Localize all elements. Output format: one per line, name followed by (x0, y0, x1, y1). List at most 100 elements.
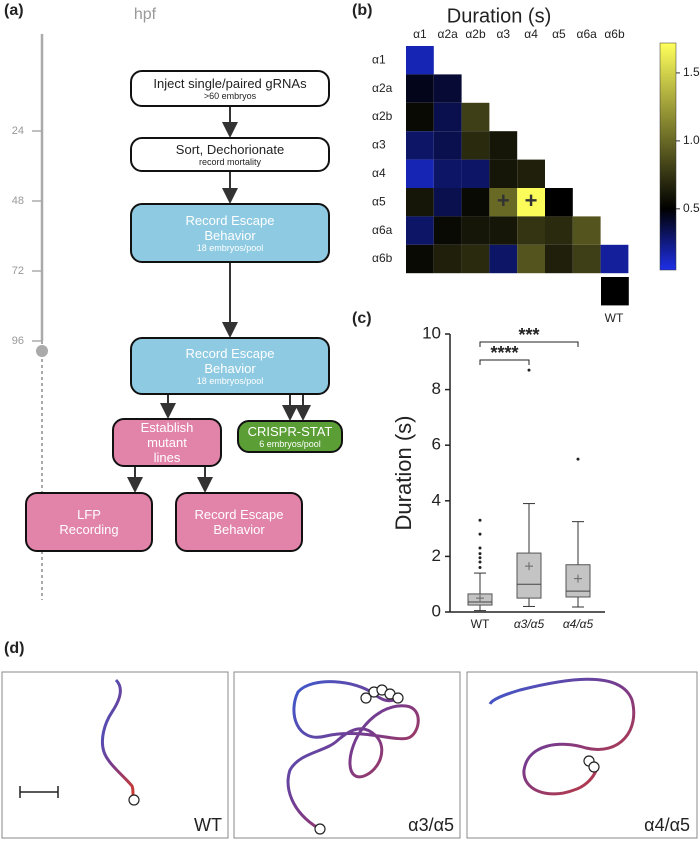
colorbar (659, 42, 677, 271)
heatmap-cell (406, 74, 434, 103)
timeline-label: hpf (134, 6, 157, 23)
x-tick-label: α2b (465, 27, 486, 41)
x-tick-label: α3 (496, 27, 510, 41)
fish-markers (128, 684, 600, 835)
x-tick-label: α1 (413, 27, 427, 41)
heatmap-cell (489, 216, 518, 245)
timeline-tick-label: 48 (12, 195, 24, 207)
heatmap-cell (545, 188, 573, 217)
heatmap-cell (517, 216, 545, 245)
outlier (478, 566, 482, 570)
heatmap-cell (433, 188, 462, 217)
panel-frame (1, 671, 229, 839)
x-tick-label: α6a (577, 27, 598, 41)
heatmap-cell (545, 244, 573, 274)
panel-label: (d) (4, 640, 25, 657)
heatmap-cell (406, 244, 434, 274)
node-title: LFP Recording (59, 507, 119, 537)
outlier (478, 552, 482, 556)
node-subtitle: >60 embryos (203, 90, 257, 101)
heatmap-cell (461, 159, 490, 188)
heatmap-cell (517, 159, 545, 188)
y-tick-label: α1 (372, 52, 386, 66)
mean (574, 574, 582, 583)
heatmap-cell (489, 131, 518, 160)
trajectory-label: α3/α5 (408, 815, 454, 835)
heatmap-cell (433, 216, 462, 245)
heatmap-cell (433, 244, 462, 274)
y-tick-label: α4 (372, 166, 386, 180)
node-title: Record Escape Behavior (185, 345, 275, 376)
heatmap-cell (433, 74, 462, 103)
panel-frame (466, 671, 698, 839)
wt-label: WT (605, 311, 624, 325)
heatmap-cell (572, 216, 601, 245)
timeline-tick-label: 24 (12, 125, 24, 137)
x-tick-label: α6b (604, 27, 625, 41)
outlier (478, 560, 482, 564)
x-tick-label: α5 (552, 27, 566, 41)
colorbar-tick-label: 0.5 (683, 201, 700, 215)
heatmap-cell (461, 131, 490, 160)
outlier (576, 457, 580, 461)
node-title: Inject single/paired gRNAs (153, 75, 307, 91)
flow-node: Inject single/paired gRNAs >60 embryos (130, 70, 330, 107)
flow-node: CRISPR-STAT 6 embryos/pool (237, 420, 343, 453)
heatmap-cell (461, 244, 490, 274)
outlier (478, 532, 482, 536)
heatmap-cell (489, 159, 518, 188)
heatmap-cell (517, 244, 545, 274)
y-axis-label: Duration (s) (391, 416, 416, 531)
mean (476, 594, 484, 603)
node-title: CRISPR-STAT (247, 423, 333, 439)
y-tick-label: 0 (432, 601, 441, 620)
heatmap-cell (517, 188, 545, 217)
trajectories (100, 677, 636, 830)
node-title: Record Escape Behavior (185, 212, 275, 243)
heatmap-cell (489, 188, 518, 217)
flow-node: Record Escape Behavior (175, 492, 303, 552)
x-tick-label: α4 (524, 27, 538, 41)
panel-frame (233, 671, 461, 839)
heatmap-cell (433, 159, 462, 188)
heatmap-cell (461, 188, 490, 217)
flow-node: Sort, Dechorionate record mortality (130, 137, 330, 172)
y-tick-label: α2b (372, 109, 393, 123)
y-tick-label: 2 (432, 546, 441, 565)
y-tick-label: α3 (372, 138, 386, 152)
node-subtitle: 18 embryos/pool (196, 242, 264, 253)
trajectory-label: WT (194, 815, 222, 835)
timeline-tick-label: 96 (12, 335, 24, 347)
colorbar-tick-label: 1.0 (683, 133, 700, 147)
heatmap-cell (433, 102, 462, 132)
x-tick-label: α4/α5 (563, 617, 594, 631)
heatmap-cell (461, 216, 490, 245)
heatmap-cell (600, 244, 629, 274)
flow-node: Record Escape Behavior 18 embryos/pool (130, 203, 330, 263)
heatmap-cell (406, 46, 434, 75)
significance-label: **** (490, 343, 518, 363)
node-title: Sort, Dechorionate (175, 141, 285, 157)
heatmap-cell (545, 216, 573, 245)
panel-label: (c) (352, 310, 372, 327)
heatmap-cell (406, 102, 434, 132)
heatmap-cell (406, 159, 434, 188)
colorbar-tick-label: 1.5 (683, 65, 700, 79)
heatmap-cell (461, 102, 490, 132)
y-tick-label: 10 (422, 323, 441, 342)
wt-cell (601, 277, 629, 306)
y-tick-label: α6b (372, 251, 393, 265)
node-subtitle: record mortality (198, 156, 261, 167)
flow-node: Record Escape Behavior 18 embryos/pool (130, 337, 330, 395)
x-tick-label: WT (471, 617, 490, 631)
flow-node: LFP Recording (25, 492, 153, 552)
trajectory-label: α4/α5 (644, 815, 690, 835)
y-tick-label: 4 (432, 490, 441, 509)
significance-bracket (479, 341, 579, 347)
timeline-tick-label: 72 (12, 265, 24, 277)
outlier (478, 518, 482, 522)
heatmap-cell (406, 188, 434, 217)
heatmap-cell (433, 131, 462, 160)
